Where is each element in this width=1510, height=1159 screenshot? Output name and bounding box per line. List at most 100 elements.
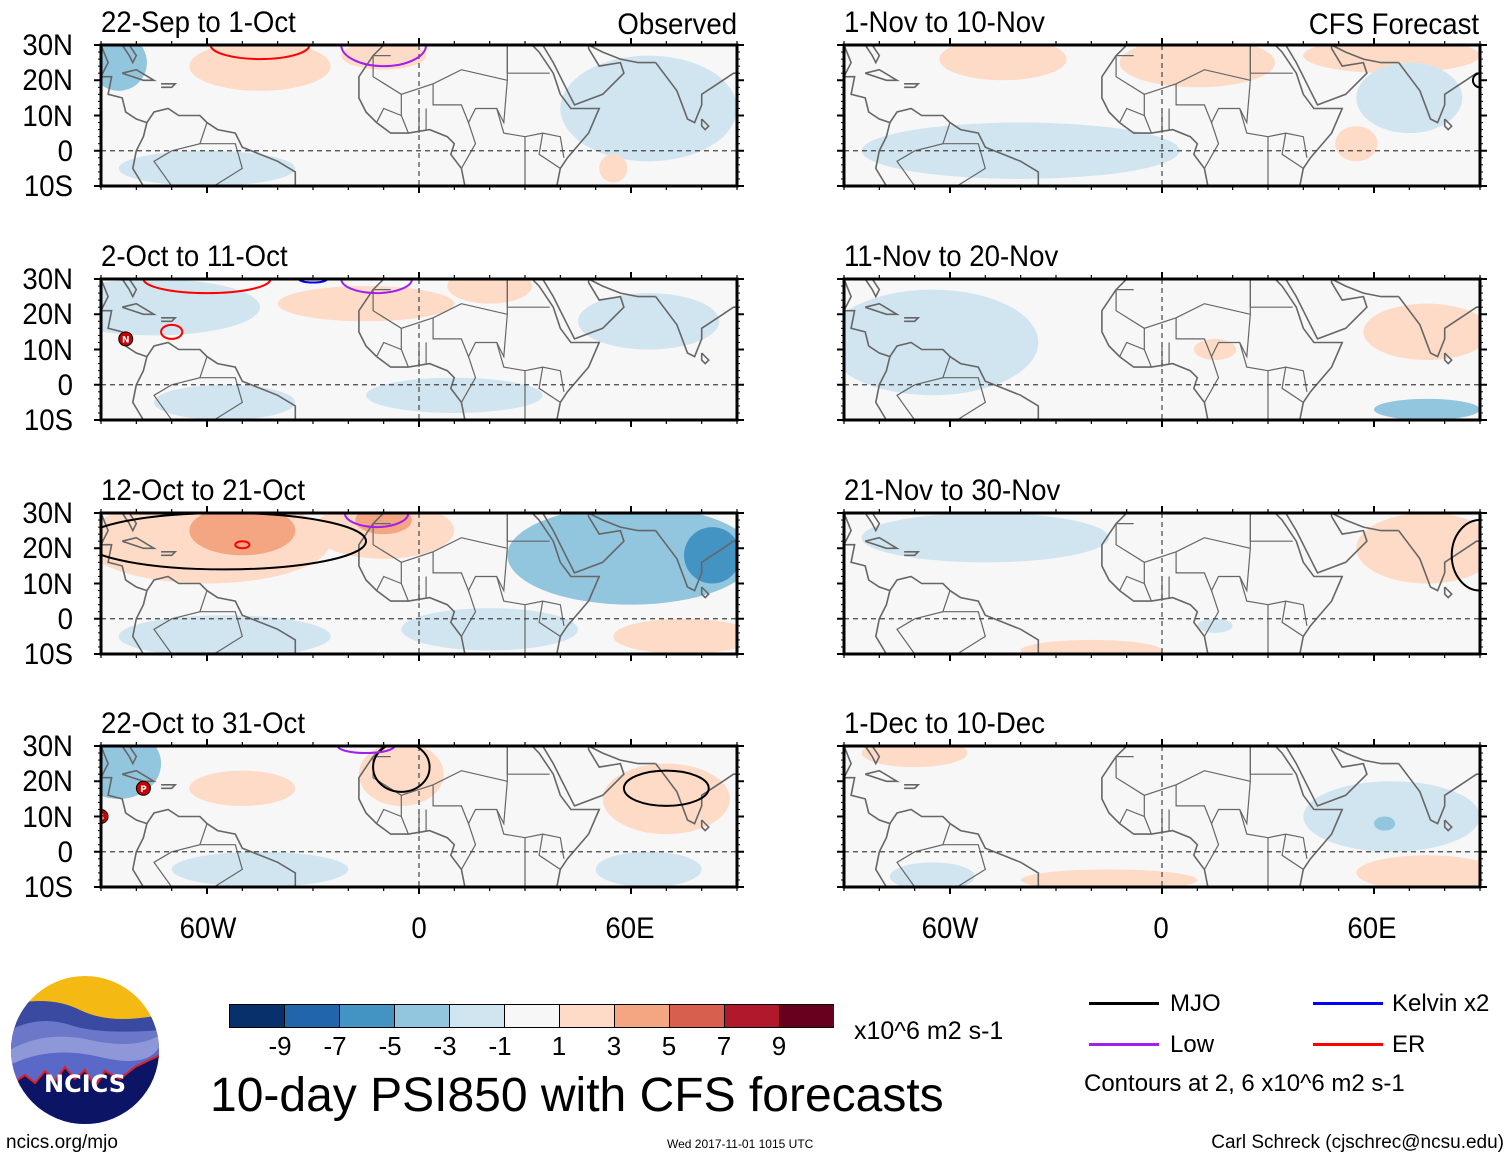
panel-title-21-nov-to-30-nov: 21-Nov to 30-Nov — [844, 474, 1061, 507]
y-tick-label: 0 — [57, 368, 73, 402]
coastline — [1285, 279, 1368, 340]
country-border — [496, 342, 565, 392]
colorbar-label: 1 — [551, 1031, 567, 1061]
coastline — [1331, 513, 1399, 532]
country-border — [1239, 108, 1308, 158]
coastline — [655, 296, 737, 358]
country-border — [153, 356, 208, 420]
contour-low — [340, 279, 413, 295]
coastline — [904, 550, 921, 557]
ncics-url-link[interactable]: ncics.org/mjo — [6, 1132, 118, 1153]
coastline — [1285, 513, 1368, 574]
country-border — [460, 590, 477, 637]
colorbar-swatch — [504, 1004, 560, 1028]
legend-label-mjo: MJO — [1170, 990, 1221, 1017]
x-tick-label-right-60w: 60W — [921, 912, 979, 945]
country-border — [1281, 366, 1304, 403]
coastline — [121, 769, 157, 783]
legend-label-kelvin: Kelvin x2 — [1392, 990, 1490, 1017]
coastline — [542, 279, 625, 340]
country-border — [372, 45, 508, 95]
map-panel-22-oct-to-31-oct: PS — [94, 739, 744, 894]
country-border — [1239, 576, 1308, 626]
coastline — [864, 279, 881, 299]
coastline — [864, 536, 900, 550]
map-panel-11-nov-to-20-nov — [837, 272, 1487, 427]
negative-anomaly-region — [507, 513, 737, 605]
colorbar-label: 3 — [606, 1031, 622, 1061]
panel-title-22-sep-to-1-oct: 22-Sep to 1-Oct — [101, 6, 296, 39]
colorbar-units: x10^6 m2 s-1 — [854, 1017, 1004, 1045]
contour-kelvin-x2 — [297, 279, 329, 284]
coastline — [844, 45, 891, 186]
country-border — [1249, 513, 1293, 542]
coastline — [700, 819, 710, 832]
map-panel-12-oct-to-21-oct — [94, 506, 744, 661]
coastline — [1101, 513, 1209, 654]
coastline — [121, 536, 157, 550]
country-border — [376, 575, 402, 591]
country-border — [432, 80, 508, 125]
coastline — [588, 279, 656, 298]
map-panel-2-oct-to-11-oct: N — [94, 272, 744, 427]
coastline — [889, 107, 1040, 186]
panel-title-1-nov-to-10-nov: 1-Nov to 10-Nov — [844, 6, 1045, 39]
coastline — [1285, 746, 1368, 807]
x-tick-label-left-0: 0 — [411, 912, 427, 945]
negative-anomaly-region — [889, 862, 975, 887]
country-border — [506, 45, 550, 74]
ncics-logo[interactable]: NCICS — [10, 975, 160, 1125]
y-tick-label: 10S — [23, 170, 73, 203]
legend-line-low — [1089, 1043, 1159, 1046]
legend-line-er — [1313, 1043, 1383, 1046]
country-border — [199, 377, 244, 420]
country-border — [496, 809, 565, 859]
coastline — [1101, 746, 1209, 887]
country-border — [199, 143, 244, 186]
country-border — [460, 823, 477, 870]
country-border — [538, 600, 561, 637]
coastline — [121, 45, 138, 65]
y-tick-label: 20N — [22, 298, 73, 332]
y-tick-label: 30N — [22, 29, 73, 62]
positive-anomaly-region — [277, 286, 455, 322]
positive-anomaly-region — [861, 746, 968, 768]
colorbar-swatch — [449, 1004, 505, 1028]
country-border — [1175, 548, 1251, 593]
coastline — [864, 513, 881, 533]
timestamp: Wed 2017-11-01 1015 UTC — [667, 1137, 814, 1151]
positive-anomaly-region — [599, 154, 628, 183]
x-tick-label-left-60e: 60E — [605, 912, 655, 945]
coastline — [655, 530, 737, 592]
country-border — [1281, 600, 1304, 637]
positive-anomaly-region — [447, 279, 533, 304]
coastline — [889, 341, 1040, 420]
negative-anomaly-region — [366, 377, 543, 413]
coastline — [655, 763, 737, 825]
coastline — [1443, 352, 1453, 365]
colorbar-label: 9 — [771, 1031, 787, 1061]
negative-anomaly-region — [171, 851, 349, 887]
positive-anomaly-region — [189, 770, 296, 806]
country-border — [1119, 107, 1145, 123]
country-border — [942, 844, 987, 887]
x-tick-label-right-0: 0 — [1153, 912, 1169, 945]
legend-label-low: Low — [1170, 1031, 1215, 1058]
x-tick-label-left-60w: 60W — [179, 912, 237, 945]
coastline — [1398, 530, 1480, 592]
y-tick-label: 0 — [57, 835, 73, 869]
coastline — [161, 82, 178, 89]
country-border — [1175, 314, 1251, 359]
negative-anomaly-region — [154, 384, 296, 420]
coastline — [864, 769, 900, 783]
negative-anomaly-region — [578, 293, 720, 350]
legend-label-er: ER — [1392, 1031, 1426, 1058]
country-border — [1119, 808, 1145, 824]
country-border — [506, 746, 550, 775]
svg-text:P: P — [140, 785, 147, 795]
coastline — [904, 316, 921, 323]
negative-anomaly-region — [1374, 398, 1480, 420]
negative-anomaly-region — [684, 527, 737, 584]
country-border — [896, 590, 951, 654]
colorbar-swatch — [339, 1004, 395, 1028]
